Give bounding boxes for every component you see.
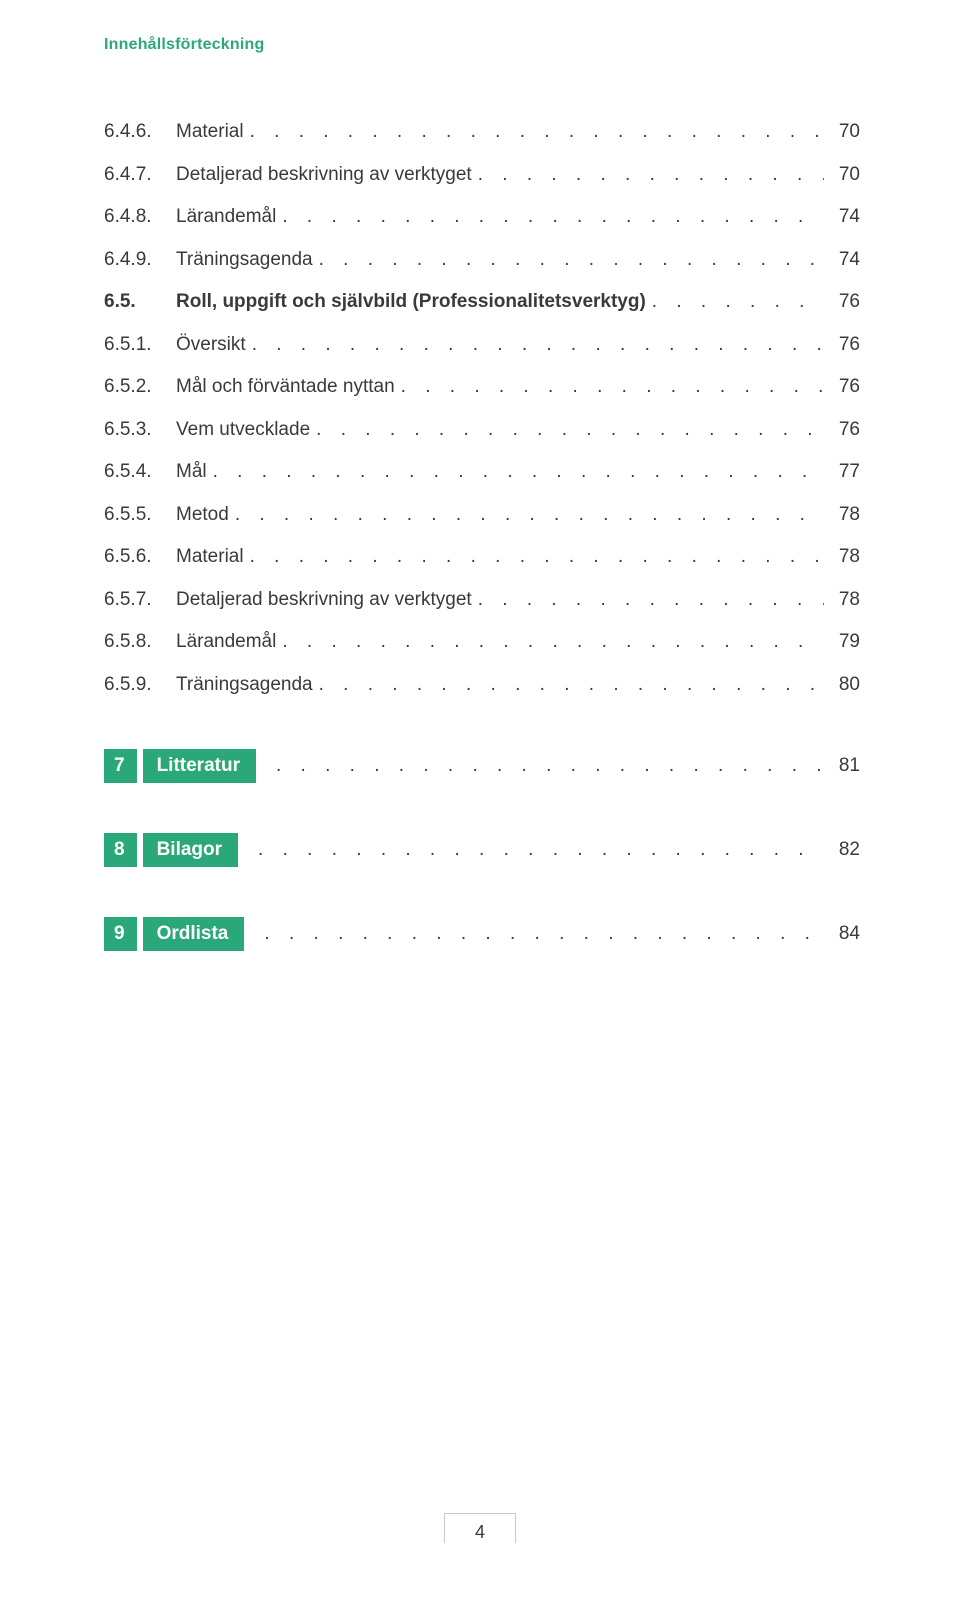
toc-entry-number: 6.5.6. — [104, 543, 176, 572]
toc-entry: 6.5.5.Metod. . . . . . . . . . . . . . .… — [104, 501, 860, 530]
toc-entry: 6.5.2.Mål och förväntade nyttan. . . . .… — [104, 373, 860, 402]
page-number: 4 — [444, 1513, 516, 1543]
toc-leader-dots: . . . . . . . . . . . . . . . . . . . . … — [646, 288, 824, 317]
toc-leader-dots: . . . . . . . . . . . . . . . . . . . . … — [246, 331, 824, 360]
toc-entry-page: 76 — [824, 288, 860, 317]
toc-entry-title: Material — [176, 118, 244, 147]
toc-entry-title: Lärandemål — [176, 203, 276, 232]
toc-entry-number: 6.5.7. — [104, 586, 176, 615]
toc-entry-page: 78 — [824, 501, 860, 530]
toc-entry: 6.4.8.Lärandemål. . . . . . . . . . . . … — [104, 203, 860, 232]
toc-entry-number: 6.4.6. — [104, 118, 176, 147]
toc-entry-number: 6.5.2. — [104, 373, 176, 402]
toc-entry-title: Mål och förväntade nyttan — [176, 373, 395, 402]
toc-entry-title: Metod — [176, 501, 229, 530]
toc-entry-number: 6.5.8. — [104, 628, 176, 657]
toc-entry-page: 79 — [824, 628, 860, 657]
toc-entry-number: 6.4.8. — [104, 203, 176, 232]
toc-entry: 6.5.4.Mål. . . . . . . . . . . . . . . .… — [104, 458, 860, 487]
toc-leader-dots: . . . . . . . . . . . . . . . . . . . . … — [276, 203, 824, 232]
chapter-chip-title: Ordlista — [143, 917, 245, 951]
chapter-chip-title: Litteratur — [143, 749, 256, 783]
toc-entry-page: 70 — [824, 118, 860, 147]
chapter-chip: 9Ordlista — [104, 917, 244, 951]
chapter-chip: 7Litteratur — [104, 749, 256, 783]
toc-entry-number: 6.4.7. — [104, 161, 176, 190]
toc-chapters: 7Litteratur . . . . . . . . . . . . . . .… — [104, 749, 860, 951]
toc-entry-page: 74 — [824, 246, 860, 275]
toc-leader-dots: . . . . . . . . . . . . . . . . . . . . … — [244, 543, 824, 572]
toc-entry-title: Material — [176, 543, 244, 572]
toc-entry-title: Roll, uppgift och självbild (Professiona… — [176, 288, 646, 317]
toc-entry: 6.5.1.Översikt. . . . . . . . . . . . . … — [104, 331, 860, 360]
toc-leader-dots: . . . . . . . . . . . . . . . . . . . . … — [276, 628, 824, 657]
toc-entry-page: 77 — [824, 458, 860, 487]
toc-entry: 6.4.9.Träningsagenda. . . . . . . . . . … — [104, 246, 860, 275]
toc-entry: 6.4.7.Detaljerad beskrivning av verktyge… — [104, 161, 860, 190]
toc-entry: 6.4.6.Material. . . . . . . . . . . . . … — [104, 118, 860, 147]
chapter-chip-title: Bilagor — [143, 833, 238, 867]
toc-leader-dots: . . . . . . . . . . . . . . . . . . . . … — [252, 839, 824, 861]
toc-entry-number: 6.5.5. — [104, 501, 176, 530]
toc-leader-dots: . . . . . . . . . . . . . . . . . . . . … — [229, 501, 824, 530]
toc-leader-dots: . . . . . . . . . . . . . . . . . . . . … — [207, 458, 824, 487]
toc-entry-page: 76 — [824, 331, 860, 360]
toc-entry-title: Detaljerad beskrivning av verktyget — [176, 586, 472, 615]
toc-entry-title: Träningsagenda — [176, 671, 313, 700]
toc-entry-page: 80 — [824, 671, 860, 700]
toc-entry-page: 74 — [824, 203, 860, 232]
page-footer: 4 — [0, 1513, 960, 1543]
toc-chapter-page: 81 — [824, 755, 860, 777]
toc-leader-dots: . . . . . . . . . . . . . . . . . . . . … — [310, 416, 824, 445]
toc-leader-dots: . . . . . . . . . . . . . . . . . . . . … — [313, 671, 824, 700]
toc-leader-dots: . . . . . . . . . . . . . . . . . . . . … — [472, 161, 824, 190]
toc-leader-dots: . . . . . . . . . . . . . . . . . . . . … — [313, 246, 824, 275]
toc-entry-number: 6.5.3. — [104, 416, 176, 445]
page-header-title: Innehållsförteckning — [104, 36, 860, 54]
toc-entry-page: 76 — [824, 373, 860, 402]
toc-leader-dots: . . . . . . . . . . . . . . . . . . . . … — [258, 923, 824, 945]
toc-entry-page: 76 — [824, 416, 860, 445]
toc-entry-title: Träningsagenda — [176, 246, 313, 275]
toc-entry: 6.5.Roll, uppgift och självbild (Profess… — [104, 288, 860, 317]
toc-entry: 6.5.9.Träningsagenda. . . . . . . . . . … — [104, 671, 860, 700]
toc-entry-number: 6.5.9. — [104, 671, 176, 700]
toc-entry-title: Mål — [176, 458, 207, 487]
toc-entry-title: Lärandemål — [176, 628, 276, 657]
toc-leader-dots: . . . . . . . . . . . . . . . . . . . . … — [244, 118, 824, 147]
toc-entry-title: Detaljerad beskrivning av verktyget — [176, 161, 472, 190]
toc-chapter: 8Bilagor . . . . . . . . . . . . . . . . … — [104, 833, 860, 867]
toc-leader-dots: . . . . . . . . . . . . . . . . . . . . … — [472, 586, 824, 615]
toc-chapter-page: 82 — [824, 839, 860, 861]
page: Innehållsförteckning 6.4.6.Material. . .… — [0, 0, 960, 951]
toc-entry-number: 6.4.9. — [104, 246, 176, 275]
toc-leader-dots: . . . . . . . . . . . . . . . . . . . . … — [395, 373, 824, 402]
toc-leader-dots: . . . . . . . . . . . . . . . . . . . . … — [270, 755, 824, 777]
toc-entry-number: 6.5.1. — [104, 331, 176, 360]
toc-entry-page: 78 — [824, 543, 860, 572]
toc-entry-page: 70 — [824, 161, 860, 190]
toc-entry: 6.5.6.Material. . . . . . . . . . . . . … — [104, 543, 860, 572]
toc-entry: 6.5.8.Lärandemål. . . . . . . . . . . . … — [104, 628, 860, 657]
toc-entry: 6.5.7.Detaljerad beskrivning av verktyge… — [104, 586, 860, 615]
toc-entry-number: 6.5.4. — [104, 458, 176, 487]
toc-entry-number: 6.5. — [104, 288, 176, 317]
chapter-chip-number: 9 — [104, 917, 137, 951]
toc-chapter: 9Ordlista . . . . . . . . . . . . . . . .… — [104, 917, 860, 951]
toc-chapter-page: 84 — [824, 923, 860, 945]
chapter-chip-number: 7 — [104, 749, 137, 783]
toc-entry: 6.5.3.Vem utvecklade. . . . . . . . . . … — [104, 416, 860, 445]
toc-entry-title: Översikt — [176, 331, 246, 360]
chapter-chip: 8Bilagor — [104, 833, 238, 867]
toc-chapter: 7Litteratur . . . . . . . . . . . . . . .… — [104, 749, 860, 783]
toc-entry-page: 78 — [824, 586, 860, 615]
toc-entry-title: Vem utvecklade — [176, 416, 310, 445]
chapter-chip-number: 8 — [104, 833, 137, 867]
toc-list: 6.4.6.Material. . . . . . . . . . . . . … — [104, 118, 860, 699]
